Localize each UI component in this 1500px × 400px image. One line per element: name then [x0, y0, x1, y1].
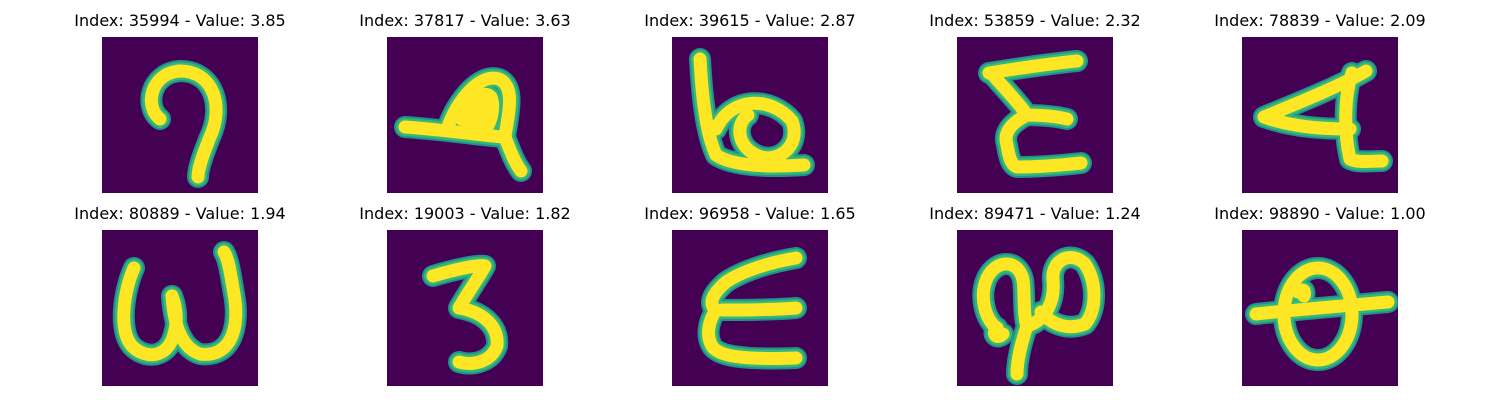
image-panel: Index: 37817 - Value: 3.63: [335, 10, 595, 200]
panel-title: Index: 78839 - Value: 2.09: [1214, 11, 1426, 30]
image-panel: Index: 19003 - Value: 1.82: [335, 203, 595, 393]
panel-title: Index: 19003 - Value: 1.82: [359, 204, 571, 223]
image-panel: Index: 78839 - Value: 2.09: [1190, 10, 1450, 200]
image-panel: Index: 89471 - Value: 1.24: [905, 203, 1165, 393]
glyph-image: [102, 37, 258, 193]
panel-title: Index: 39615 - Value: 2.87: [644, 11, 856, 30]
image-panel: Index: 53859 - Value: 2.32: [905, 10, 1165, 200]
panel-title: Index: 35994 - Value: 3.85: [74, 11, 286, 30]
panel-title: Index: 89471 - Value: 1.24: [929, 204, 1141, 223]
image-panel: Index: 35994 - Value: 3.85: [50, 10, 310, 200]
glyph-image: [957, 230, 1113, 386]
image-panel: Index: 98890 - Value: 1.00: [1190, 203, 1450, 393]
glyph-image: [1242, 230, 1398, 386]
panel-title: Index: 96958 - Value: 1.65: [644, 204, 856, 223]
glyph-image: [102, 230, 258, 386]
glyph-image: [1242, 37, 1398, 193]
glyph-image: [672, 37, 828, 193]
panel-title: Index: 98890 - Value: 1.00: [1214, 204, 1426, 223]
image-panel: Index: 39615 - Value: 2.87: [620, 10, 880, 200]
panel-title: Index: 80889 - Value: 1.94: [74, 204, 286, 223]
glyph-image: [957, 37, 1113, 193]
glyph-image: [672, 230, 828, 386]
panel-title: Index: 53859 - Value: 2.32: [929, 11, 1141, 30]
glyph-image: [387, 37, 543, 193]
panel-title: Index: 37817 - Value: 3.63: [359, 11, 571, 30]
image-panel: Index: 80889 - Value: 1.94: [50, 203, 310, 393]
image-panel: Index: 96958 - Value: 1.65: [620, 203, 880, 393]
glyph-image: [387, 230, 543, 386]
